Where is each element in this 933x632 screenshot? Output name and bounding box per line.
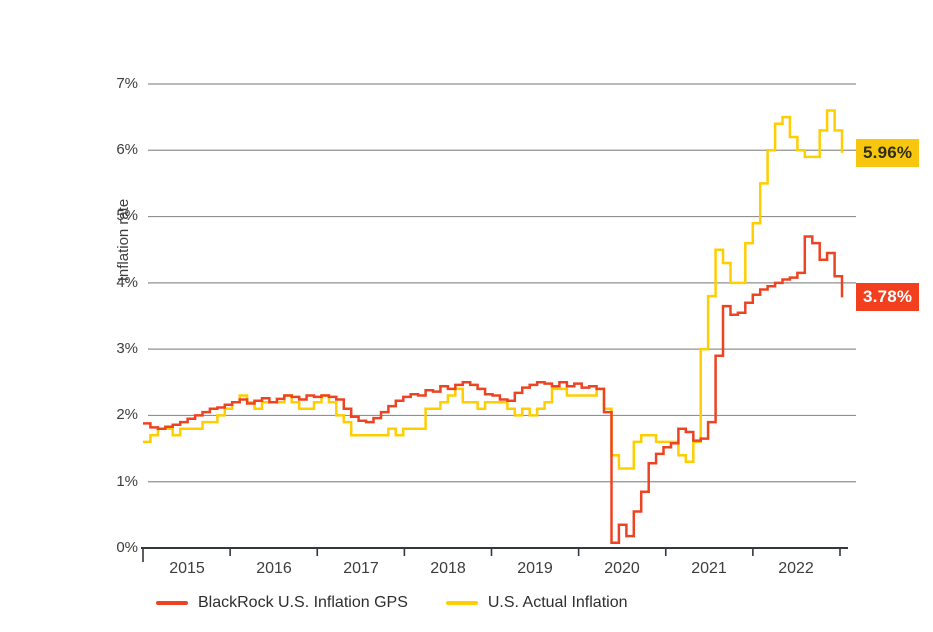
y-tick-label: 5% <box>116 207 138 224</box>
blackrock-gps-value-badge: 3.78% <box>856 283 920 311</box>
series-line-actual-inflation <box>143 109 844 470</box>
x-tick-label: 2022 <box>778 560 814 577</box>
x-tick-label: 2017 <box>343 560 379 577</box>
y-tick-label: 1% <box>116 473 138 490</box>
y-tick-label: 6% <box>116 141 138 158</box>
actual-inflation-value-badge: 5.96% <box>856 139 920 167</box>
x-tick-label: 2020 <box>604 560 640 577</box>
legend-label: BlackRock U.S. Inflation GPS <box>198 594 408 611</box>
y-tick-label: 7% <box>116 75 138 92</box>
legend: BlackRock U.S. Inflation GPS U.S. Actual… <box>156 594 628 612</box>
x-tick-label: 2021 <box>691 560 727 577</box>
x-tick-label: 2018 <box>430 560 466 577</box>
legend-label: U.S. Actual Inflation <box>487 594 628 611</box>
x-tick-label: 2019 <box>517 560 553 577</box>
y-tick-label: 4% <box>116 274 138 291</box>
y-tick-label: 2% <box>116 406 138 423</box>
y-tick-label: 3% <box>116 340 138 357</box>
actual-inflation-line-swatch <box>445 601 478 605</box>
x-tick-label: 2015 <box>169 560 205 577</box>
x-tick-label: 2016 <box>256 560 292 577</box>
series-line-blackrock-gps <box>143 235 844 544</box>
blackrock-gps-line-swatch <box>156 601 188 605</box>
legend-item-actual-inflation: U.S. Actual Inflation <box>445 594 628 612</box>
legend-item-blackrock-gps: BlackRock U.S. Inflation GPS <box>156 594 408 612</box>
y-tick-label: 0% <box>116 539 138 556</box>
y-axis-title: Inflation rate <box>115 198 132 282</box>
